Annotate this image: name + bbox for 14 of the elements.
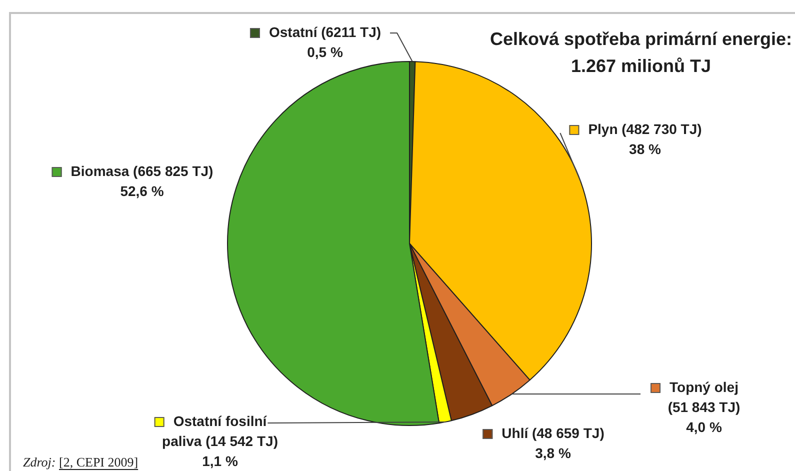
data-label: 52,6 % (120, 182, 164, 199)
legend-label: Biomasa (665 825 TJ) (70, 162, 214, 179)
legend-label: Uhlí (48 659 TJ) (502, 424, 604, 441)
data-label: 1,1 % (202, 452, 238, 469)
data-label: 0,5 % (307, 44, 344, 60)
data-label: 38 % (629, 140, 662, 157)
text: Celková spotřeba primární energie: 1.267 milionů TJ (490, 28, 792, 76)
legend-label: Plyn (482 730 TJ) (588, 120, 702, 137)
legend-label: Ostatní (6211 TJ) (268, 24, 382, 40)
legend-label: Topný olej (51 843 TJ) (668, 378, 740, 415)
legend-label: Ostatní fosilní paliva (14 542 TJ) (162, 412, 278, 449)
data-label: 3,8 % (535, 444, 572, 461)
text: Zdroj: [2, CEPI 2009] (23, 454, 138, 470)
data-label: 4,0 % (686, 418, 722, 435)
